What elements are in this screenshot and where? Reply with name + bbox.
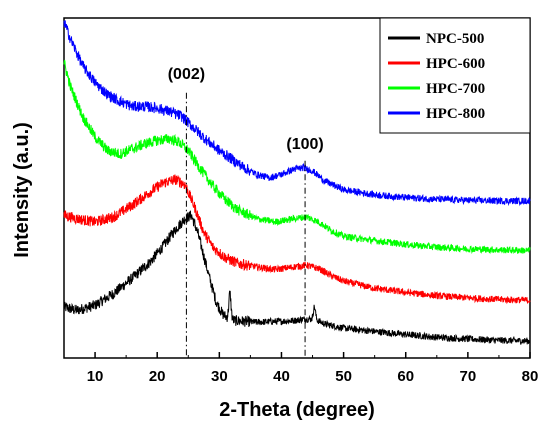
x-tick-label: 70 — [460, 368, 477, 385]
series-line-hpc-600 — [63, 173, 531, 305]
series-line-hpc-700 — [63, 59, 531, 255]
annotation-layer: (002) (100) — [168, 66, 324, 358]
series-line-npc-500 — [63, 210, 531, 345]
legend: NPC-500 HPC-600 HPC-700 HPC-800 — [379, 17, 531, 134]
x-tick-label: 50 — [335, 368, 352, 385]
x-tick-label: 60 — [397, 368, 414, 385]
x-tick-label: 20 — [149, 368, 166, 385]
x-tick-label: 40 — [273, 368, 290, 385]
y-axis-label: Intensity (a.u.) — [11, 122, 33, 258]
legend-label: HPC-600 — [426, 56, 485, 72]
axes-layer: 10 20 30 40 50 60 70 80 — [63, 352, 539, 385]
x-tick-label: 80 — [522, 368, 539, 385]
annotation-label: (002) — [168, 66, 205, 83]
legend-label: NPC-500 — [426, 31, 484, 47]
legend-label: HPC-800 — [426, 106, 485, 122]
x-tick-label: 30 — [211, 368, 228, 385]
plot-frame — [63, 17, 531, 359]
x-axis-label: 2-Theta (degree) — [219, 399, 375, 421]
legend-label: HPC-700 — [426, 81, 485, 97]
x-tick-label: 10 — [87, 368, 104, 385]
series-line-hpc-800 — [63, 20, 531, 207]
annotation-label: (100) — [286, 136, 323, 153]
plot-area — [63, 17, 531, 359]
series-layer — [63, 20, 531, 345]
